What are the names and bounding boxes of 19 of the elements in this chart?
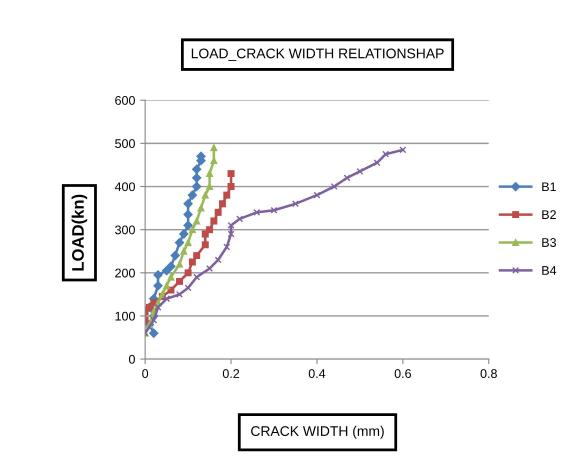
x-tick-label: 0.4 — [308, 369, 326, 378]
legend-label: B2 — [542, 210, 556, 219]
chart-title: LOAD_CRACK WIDTH RELATIONSHAP — [192, 48, 444, 61]
y-tick-label: 200 — [115, 268, 135, 278]
x-tick-label: 0 — [142, 369, 148, 378]
legend-label: B3 — [542, 238, 556, 247]
y-tick-label: 500 — [115, 139, 135, 148]
y-tick-label: 100 — [116, 312, 135, 321]
y-axis-title: LOAD(kn) — [72, 194, 88, 271]
legend-label: B4 — [542, 266, 556, 275]
legend-label: B1 — [542, 182, 556, 192]
x-tick-label: 0.2 — [222, 369, 240, 378]
y-tick-label: 400 — [114, 182, 135, 192]
y-tick-label: 600 — [115, 96, 135, 105]
x-tick-label: 0.6 — [394, 369, 411, 378]
x-axis-title: CRACK WIDTH (mm) — [251, 426, 384, 439]
x-tick-label: 0.8 — [480, 369, 497, 378]
y-tick-label: 0 — [128, 354, 135, 364]
y-tick-label: 300 — [115, 225, 135, 234]
